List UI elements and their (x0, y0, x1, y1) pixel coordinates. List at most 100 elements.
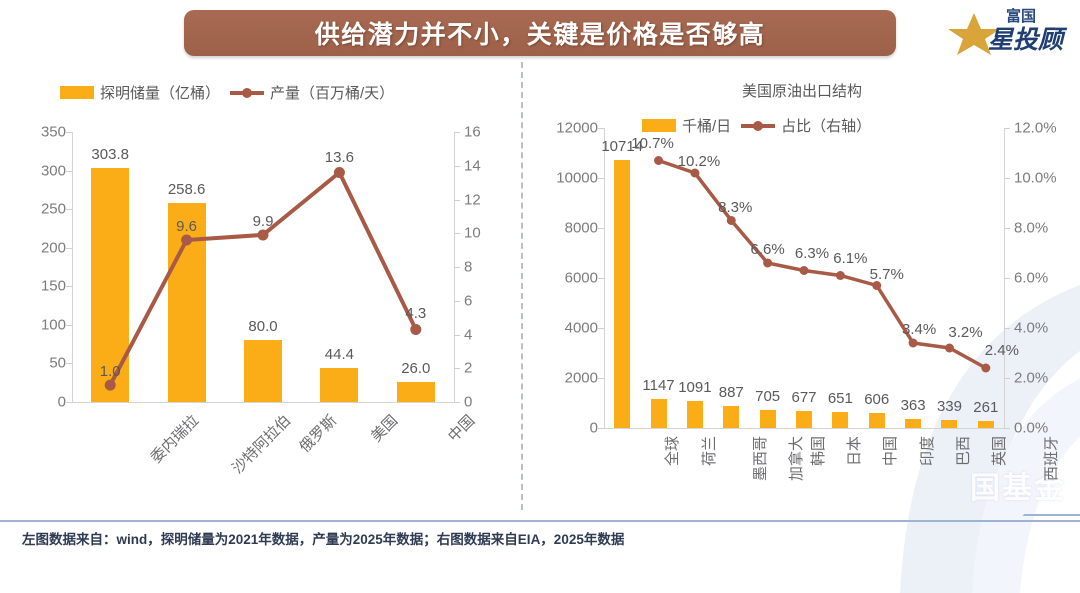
x-axis-label: 中国 (882, 436, 900, 467)
bar (723, 405, 740, 428)
bar-value-label: 261 (973, 399, 999, 417)
x-axis-label: 全球 (664, 436, 682, 467)
footer-divider (0, 520, 1080, 522)
y-tick-mark-right (454, 300, 460, 302)
watermark-text: 国基金 (970, 472, 1066, 505)
page-title-banner: 供给潜力并不小，关键是价格是否够高 (184, 10, 896, 56)
bar-value-label: 44.4 (324, 345, 354, 363)
y-tick-label-right: 6.0% (1014, 269, 1049, 287)
y-tick-label-right: 12 (464, 191, 481, 208)
bar (796, 411, 812, 428)
y-tick-label-left: 200 (40, 239, 66, 257)
y-tick-mark-left (598, 328, 604, 329)
line-value-label: 9.9 (252, 212, 274, 230)
legend-item-share: 占比（右轴） (741, 115, 871, 136)
y-tick-mark-left (66, 247, 72, 249)
brand-logo: 富国 星投顾 (948, 3, 1070, 55)
y-tick-mark-left (66, 170, 72, 172)
bar-value-label: 80.0 (248, 318, 278, 336)
right-chart-legend: 千桶/日 占比（右轴） (642, 115, 871, 136)
y-tick-mark-left (598, 128, 604, 129)
bar-value-label: 677 (791, 389, 817, 407)
y-tick-mark-right (454, 267, 460, 268)
bar-value-label: 651 (827, 389, 853, 407)
bar (650, 399, 667, 428)
star-icon (948, 13, 1000, 55)
left-chart-legend: 探明储量（亿桶） 产量（百万桶/天） (60, 82, 394, 103)
y-tick-mark-left (598, 378, 604, 379)
legend-line-icon (741, 119, 776, 132)
bar-value-label: 10714 (601, 138, 644, 156)
x-axis-label: 巴西 (955, 436, 973, 467)
bar (941, 419, 958, 428)
y-tick-label-right: 14 (464, 157, 481, 175)
y-tick-mark-left (66, 132, 72, 133)
line-value-label: 6.1% (833, 249, 868, 267)
y-tick-mark-right (454, 132, 460, 133)
y-tick-mark-left (598, 428, 604, 429)
y-tick-label-left: 10000 (556, 169, 598, 187)
y-tick-mark-right (454, 233, 460, 235)
y-tick-label-left: 2000 (564, 369, 598, 387)
x-axis-label: 西班牙 (1042, 436, 1060, 482)
y-tick-label-right: 10 (464, 224, 481, 242)
bar (868, 412, 885, 428)
legend-swatch-icon (642, 119, 676, 132)
y-tick-mark-left (66, 324, 72, 326)
legend-item-output: 产量（百万桶/天） (230, 82, 394, 103)
y-tick-mark-right (454, 368, 460, 370)
y-tick-mark-left (66, 209, 72, 211)
y-tick-label-right: 0 (464, 393, 473, 411)
bar-value-label: 887 (718, 383, 744, 401)
bar-value-label: 606 (864, 390, 890, 408)
bar-value-label: 26.0 (401, 359, 431, 377)
y-tick-mark-right (454, 402, 460, 403)
y-tick-mark-right (1004, 328, 1010, 329)
bar (686, 400, 703, 428)
line-value-label: 10.2% (677, 153, 721, 170)
y-tick-label-right: 8 (464, 258, 473, 276)
y-tick-mark-right (1004, 428, 1010, 429)
line-value-label: 9.6 (176, 218, 198, 235)
line-value-label: 10.7% (631, 134, 674, 152)
y-tick-mark-left (598, 278, 604, 279)
right-plot-area: 0 2000 4000 6000 8000 10000 12000 0.0% 2.0% 4.0% 6… (524, 62, 1080, 512)
bar-value-label: 258.6 (167, 180, 206, 198)
y-tick-mark-left (66, 363, 72, 365)
legend-label-output: 产量（百万桶/天） (270, 85, 395, 102)
bar-value-label: 1091 (678, 378, 712, 396)
line-value-label: 6.6% (750, 241, 785, 258)
y-tick-mark-right (1004, 278, 1010, 279)
x-axis-label: 墨西哥 (751, 436, 769, 482)
y-tick-label-left: 12000 (556, 119, 598, 137)
y-tick-label-left: 350 (40, 123, 66, 141)
bar (977, 421, 994, 428)
x-axis-label: 荷兰 (700, 436, 718, 467)
line-value-label: 3.4% (901, 321, 937, 338)
y-tick-label-right: 4.0% (1014, 319, 1049, 337)
y-axis-left (72, 132, 73, 402)
line-value-label: 6.3% (794, 244, 830, 262)
y-tick-label-right: 8.0% (1014, 219, 1049, 237)
left-plot-area: 0 50 100 150 200 250 300 350 0 2 4 6 8 10 12 14 16 303.8 2… (0, 62, 520, 512)
x-axis (604, 428, 1004, 429)
right-chart-panel: 美国原油出口结构 千桶/日 占比（右轴） 0 2000 4000 6000 8000 10… (524, 62, 1080, 512)
bar-value-label: 339 (936, 397, 962, 415)
y-tick-mark-right (454, 334, 460, 336)
line-value-label: 2.4% (984, 342, 1019, 359)
y-tick-label-left: 0 (589, 419, 598, 437)
panel-divider (521, 62, 523, 510)
y-tick-mark-right (1004, 228, 1010, 229)
y-tick-label-right: 16 (464, 123, 481, 141)
x-axis-label: 印度 (918, 436, 936, 467)
bar (614, 160, 631, 428)
bar (832, 411, 849, 428)
line-value-label: 3.2% (948, 324, 983, 341)
x-axis (72, 402, 454, 403)
bar-value-label: 1147 (642, 377, 675, 395)
logo-text-top: 富国 (1006, 8, 1037, 25)
y-tick-label-left: 4000 (564, 319, 598, 337)
legend-swatch-icon (60, 86, 94, 99)
bar (320, 367, 359, 402)
y-tick-mark-right (1004, 128, 1010, 129)
